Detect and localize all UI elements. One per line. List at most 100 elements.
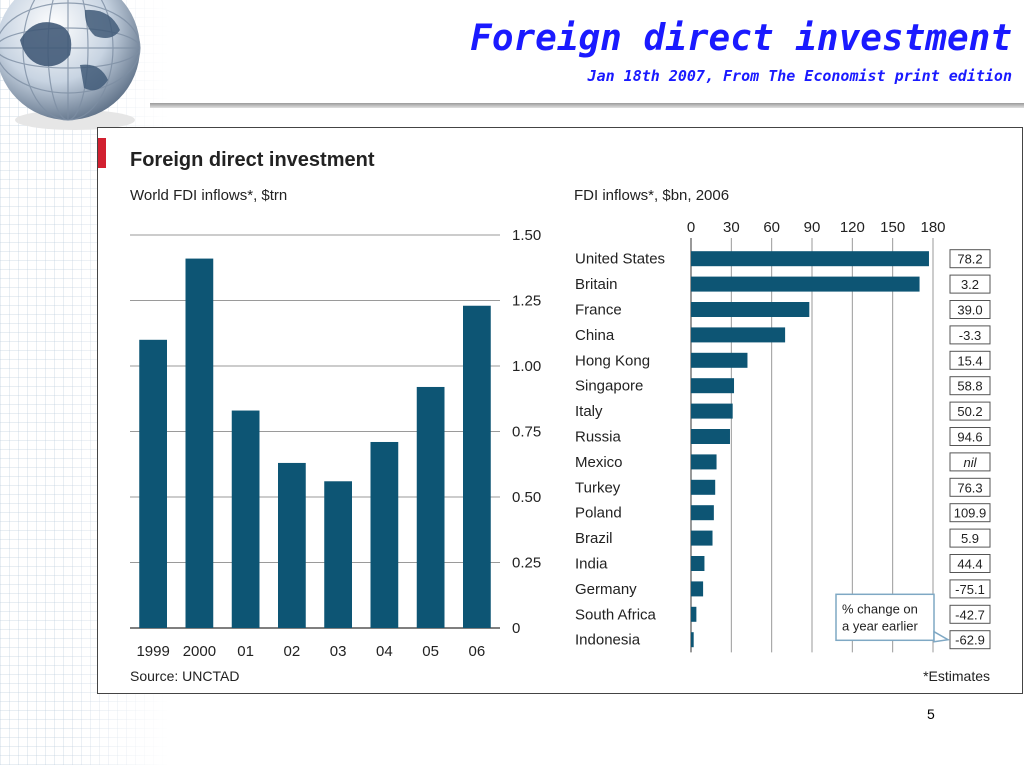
pct-change-value: 76.3: [957, 480, 982, 495]
chart2-x-tick-label: 120: [840, 219, 865, 236]
chart1-x-tick-label: 01: [237, 643, 254, 660]
estimates-footnote: *Estimates: [923, 668, 990, 684]
chart1-x-tick-label: 05: [422, 643, 439, 660]
chart2-category-label: Singapore: [575, 378, 643, 395]
chart1-x-tick-label: 06: [469, 643, 486, 660]
chart2-bar: [691, 581, 704, 597]
slide-title: Foreign direct investment: [470, 18, 1012, 59]
chart2-bar: [691, 454, 717, 470]
chart2-bar: [691, 403, 733, 419]
chart2-bar: [691, 556, 705, 571]
pct-change-value: 15.4: [957, 353, 982, 368]
chart2-category-label: Germany: [575, 581, 637, 598]
pct-change-box: [949, 604, 991, 624]
chart1-bar: [463, 305, 491, 628]
pct-change-box: [949, 249, 991, 269]
chart2-x-tick-label: 0: [687, 219, 695, 236]
slide-subtitle: Jan 18th 2007, From The Economist print …: [587, 67, 1012, 85]
chart2-category-label: United States: [575, 251, 665, 268]
pct-change-box: [949, 630, 991, 650]
chart2-category-label: Britain: [575, 276, 618, 293]
pct-change-value: nil: [963, 455, 977, 470]
accent-bar: [98, 138, 106, 168]
chart1-bar: [139, 339, 167, 628]
pct-change-box: [949, 401, 991, 421]
chart1-title: World FDI inflows*, $trn: [130, 187, 287, 204]
chart1-y-tick-label: 0.50: [512, 489, 541, 506]
pct-change-box: [949, 452, 991, 472]
chart1-bar: [324, 481, 352, 628]
chart2-x-tick-label: 150: [880, 219, 905, 236]
pct-change-value: 5.9: [961, 531, 979, 546]
chart2-category-label: Russia: [575, 429, 622, 446]
pct-change-box: [949, 477, 991, 497]
chart2-bar: [691, 606, 697, 622]
chart1-x-tick-label: 03: [330, 643, 347, 660]
title-divider: [150, 103, 1024, 108]
chart2-x-tick-label: 60: [763, 219, 780, 236]
pct-change-value: -42.7: [955, 607, 985, 622]
pct-change-box: [949, 325, 991, 345]
chart2-title: FDI inflows*, $bn, 2006: [574, 187, 729, 204]
chart1-y-tick-label: 0.75: [512, 424, 541, 441]
pct-change-value: 109.9: [954, 506, 987, 521]
pct-change-box: [949, 503, 991, 523]
chart2-category-label: Italy: [575, 403, 603, 420]
pct-change-box: [949, 300, 991, 319]
chart2-bar: [691, 378, 735, 394]
chart2-bar: [691, 530, 713, 546]
globe-logo: [0, 0, 141, 130]
chart-figure: Foreign direct investment World FDI infl…: [97, 127, 1023, 694]
chart2-x-tick-label: 180: [920, 219, 945, 236]
chart2-category-label: South Africa: [575, 606, 657, 623]
chart1-bar: [278, 462, 306, 628]
chart2-category-label: China: [575, 327, 615, 344]
pct-change-value: 50.2: [957, 404, 982, 419]
chart2-category-label: Brazil: [575, 530, 613, 547]
pct-change-value: 78.2: [957, 252, 982, 267]
chart1-x-tick-label: 02: [284, 643, 301, 660]
chart2-bar: [691, 479, 716, 495]
pct-change-box: [949, 579, 991, 599]
chart1-bar: [370, 441, 399, 628]
pct-change-value: 44.4: [957, 557, 982, 572]
chart2-bar: [691, 632, 694, 648]
chart1-y-tick-label: 1.25: [512, 293, 541, 310]
chart1-bar: [416, 386, 445, 628]
pct-change-box: [949, 274, 991, 294]
chart2-category-label: Hong Kong: [575, 352, 650, 369]
chart2-bar: [691, 276, 920, 292]
chart2-category-label: Mexico: [575, 454, 623, 471]
pct-change-value: -75.1: [955, 582, 985, 597]
pct-change-box: [949, 554, 991, 573]
pct-change-value: 94.6: [957, 430, 982, 445]
page-number: 5: [927, 706, 935, 722]
chart1-x-tick-label: 2000: [183, 643, 216, 660]
chart2-category-label: Poland: [575, 505, 622, 522]
pct-change-value: 58.8: [957, 379, 982, 394]
chart2-category-label: Indonesia: [575, 632, 641, 649]
callout-label-line2: a year earlier: [842, 618, 919, 633]
chart1-bar: [231, 410, 260, 628]
chart2-bar: [691, 327, 786, 343]
chart2-bar: [691, 251, 929, 267]
chart2-x-tick-label: 30: [723, 219, 740, 236]
pct-change-value: 39.0: [957, 303, 982, 318]
chart2-category-label: France: [575, 302, 622, 319]
source-note: Source: UNCTAD: [130, 668, 239, 684]
chart2-category-label: India: [575, 556, 608, 573]
chart1-y-tick-label: 1.50: [512, 227, 541, 244]
chart1-plot: 0 0.25 0.50 0.75 1.00 1.25 1.50 1999 2000 01 02 03 0…: [130, 227, 541, 660]
chart1-x-tick-label: 04: [376, 643, 393, 660]
chart2-bar: [691, 352, 748, 368]
chart1-y-tick-label: 0: [512, 620, 520, 637]
callout-label-line1: % change on: [842, 601, 918, 616]
chart2-bar: [691, 302, 810, 317]
pct-change-box: [949, 528, 991, 548]
chart2-bar: [691, 429, 730, 444]
pct-change-box: [949, 427, 991, 446]
pct-change-value: -62.9: [955, 633, 985, 648]
pct-change-value: -3.3: [959, 328, 981, 343]
pct-change-box: [949, 376, 991, 396]
chart2-bar: [691, 505, 714, 521]
